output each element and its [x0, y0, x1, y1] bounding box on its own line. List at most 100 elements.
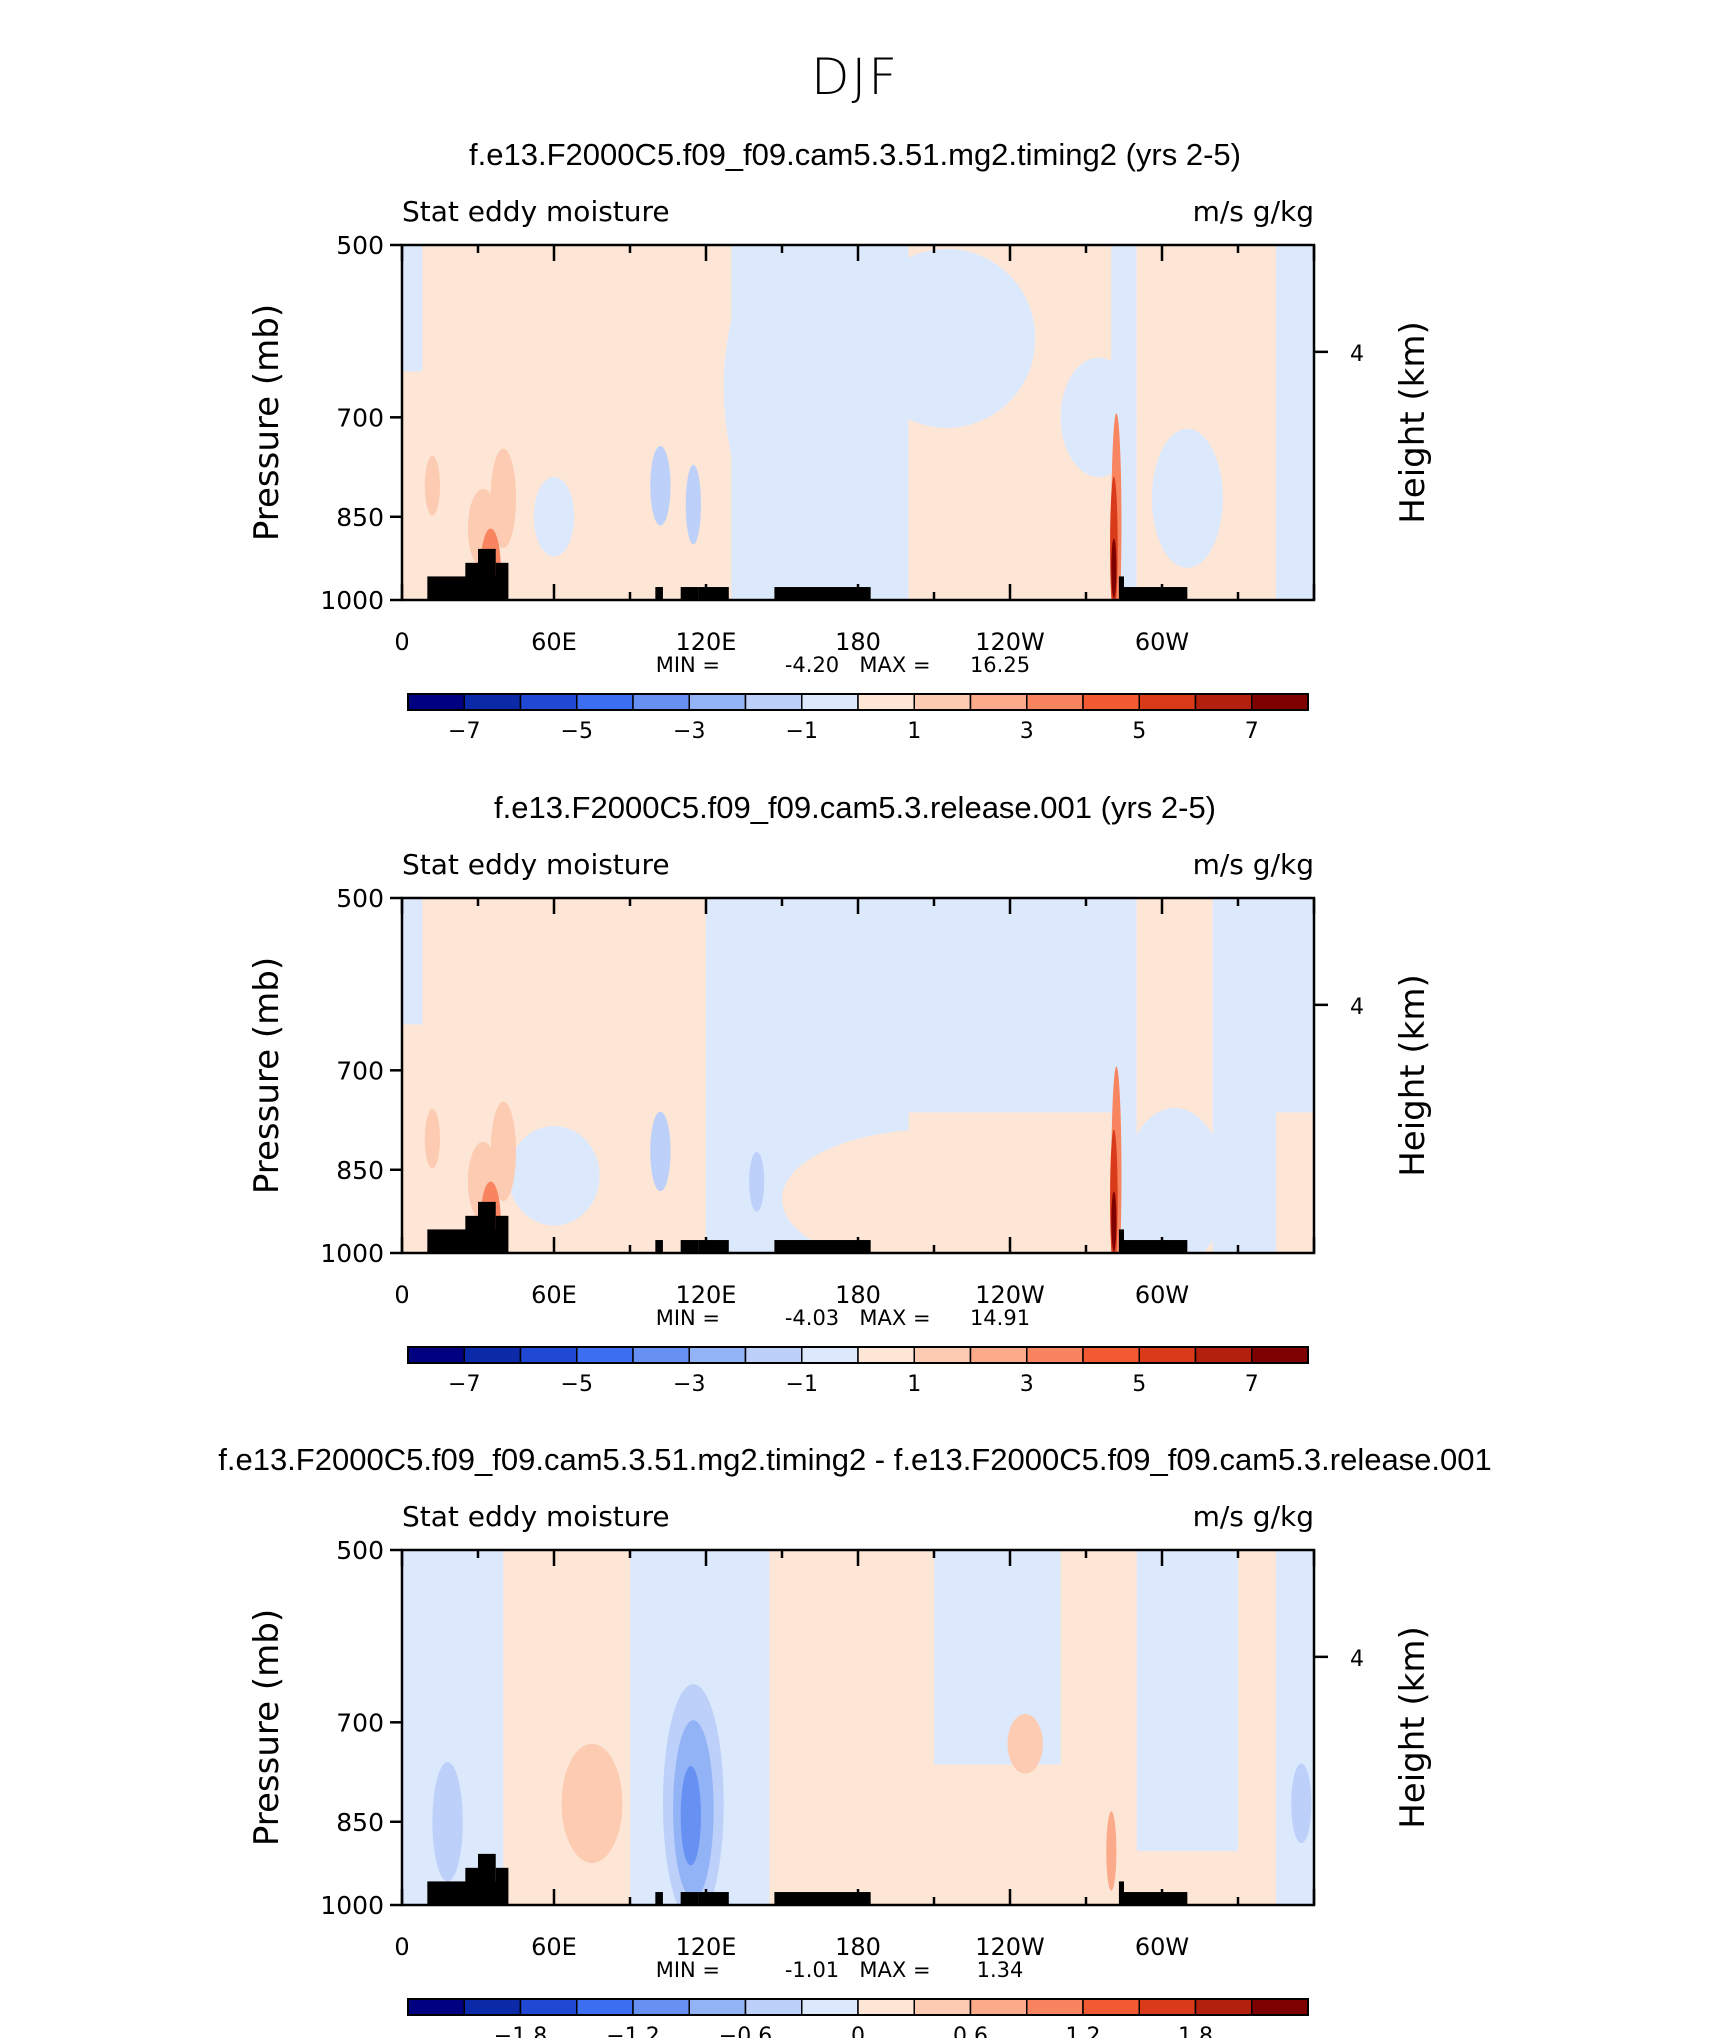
y2-tick-label: 4: [1350, 342, 1364, 367]
panel-title: f.e13.F2000C5.f09_f09.cam5.3.51.mg2.timi…: [218, 1442, 1492, 1477]
colorbar-label: 3: [1020, 1372, 1034, 1397]
colorbar-box: [576, 693, 634, 711]
field-contour: [1111, 1191, 1117, 1252]
field-contour: [533, 477, 575, 557]
colorbar-label: −1: [786, 1372, 818, 1397]
land-mask: [465, 1215, 478, 1253]
colorbar-label: −5: [561, 719, 593, 744]
land-mask: [655, 587, 663, 600]
land-mask: [774, 1240, 871, 1253]
field-contour: [1007, 1713, 1043, 1774]
colorbar-label: 3: [1020, 719, 1034, 744]
min-label: MIN =: [656, 653, 720, 677]
colorbar-box: [632, 1998, 690, 2016]
colorbar-label: 5: [1132, 1372, 1146, 1397]
field-contour: [685, 464, 701, 545]
land-mask: [465, 562, 478, 600]
colorbar-label: 5: [1132, 719, 1146, 744]
field-region: [402, 245, 423, 372]
colorbar-box: [1026, 1346, 1084, 1364]
colorbar-label: −0.6: [719, 2024, 772, 2038]
x-tick-label: 120E: [676, 628, 737, 656]
land-mask: [495, 562, 509, 600]
colorbar-label: −7: [448, 719, 480, 744]
land-mask: [680, 587, 699, 600]
left-label: Stat eddy moisture: [402, 195, 670, 228]
colorbar-label: −7: [448, 1372, 480, 1397]
land-mask: [1124, 1240, 1188, 1253]
max-label: MAX =: [859, 1958, 930, 1982]
x-tick-label: 0: [394, 628, 409, 656]
colorbar-box: [1251, 693, 1309, 711]
land-mask: [680, 1240, 699, 1253]
colorbar-frame: [407, 1998, 1309, 2016]
colorbar-box: [519, 1998, 578, 2016]
panel-title: f.e13.F2000C5.f09_f09.cam5.3.release.001…: [494, 790, 1216, 825]
colorbar-box: [801, 693, 859, 711]
field-contour: [858, 248, 1036, 428]
land-mask: [774, 1892, 871, 1905]
colorbar-box: [463, 1998, 522, 2016]
y2-axis-label: Height (km): [1393, 974, 1433, 1177]
colorbar-box: [1194, 1346, 1253, 1364]
land-mask: [478, 1853, 496, 1905]
colorbar-box: [969, 1998, 1028, 2016]
y-tick-label: 700: [336, 1056, 384, 1085]
colorbar-box: [1082, 1346, 1140, 1364]
min-label: MIN =: [656, 1306, 720, 1330]
colorbar-box: [576, 1346, 634, 1364]
season-title: DJF: [810, 48, 899, 106]
land-mask: [465, 1867, 478, 1905]
min-label: MIN =: [656, 1958, 720, 1982]
field-region: [402, 898, 423, 1025]
field-contour: [1151, 428, 1223, 568]
y-tick-label: 500: [336, 231, 384, 260]
colorbar-label: 7: [1245, 1372, 1259, 1397]
y2-tick-label: 4: [1350, 1647, 1364, 1672]
left-label: Stat eddy moisture: [402, 1500, 670, 1533]
colorbar-box: [1194, 693, 1253, 711]
y2-tick-label: 4: [1350, 995, 1364, 1020]
colorbar-box: [407, 693, 465, 711]
colorbar-box: [857, 1346, 915, 1364]
colorbar-box: [1138, 1998, 1197, 2016]
heatmap-field-2: [402, 898, 1314, 1253]
field-contour: [561, 1743, 623, 1864]
colorbar-box: [519, 693, 578, 711]
colorbar-box: [688, 1998, 747, 2016]
colorbar-frame: [407, 1346, 1309, 1364]
colorbar-box: [688, 693, 747, 711]
y-tick-label: 700: [336, 1708, 384, 1737]
land-mask: [1124, 1892, 1188, 1905]
land-mask: [698, 1240, 729, 1253]
x-tick-label: 60E: [531, 1933, 577, 1961]
colorbar-label: −3: [673, 719, 705, 744]
field-contour: [650, 1111, 671, 1192]
colorbar-box: [969, 693, 1028, 711]
colorbar-label: 1.2: [1066, 2024, 1101, 2038]
colorbar-box: [463, 693, 522, 711]
colorbar-box: [1026, 693, 1084, 711]
land-mask: [698, 1892, 729, 1905]
colorbar-box: [1251, 1346, 1309, 1364]
max-label: MAX =: [859, 653, 930, 677]
x-tick-label: 60W: [1135, 1281, 1189, 1309]
colorbar-box: [576, 1998, 634, 2016]
x-tick-label: 120E: [676, 1933, 737, 1961]
colorbar-label: −5: [561, 1372, 593, 1397]
colorbar-box: [407, 1998, 465, 2016]
colorbar-box: [1138, 1346, 1197, 1364]
x-tick-label: 120E: [676, 1281, 737, 1309]
field-contour: [782, 1129, 1086, 1253]
colorbar: −7 −5 −3 −1 1 3 5 7: [407, 1346, 1309, 1397]
y-axis-label: Pressure (mb): [247, 304, 287, 541]
units-label: m/s g/kg: [1193, 195, 1314, 228]
colorbar: −1.8 −1.2 −0.6 0 0.6 1.2 1.8: [407, 1998, 1309, 2038]
field-contour: [424, 1108, 440, 1169]
field-contour: [1060, 357, 1137, 477]
y-tick-label: 1000: [320, 1239, 384, 1268]
min-value: -4.20: [785, 653, 839, 677]
x-tick-label: 120W: [975, 628, 1045, 656]
